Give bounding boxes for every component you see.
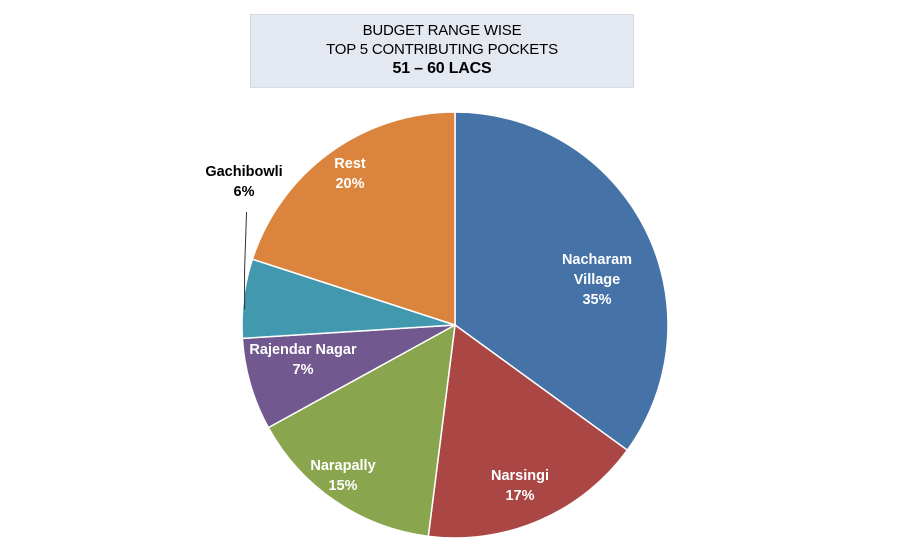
pie-slice-rest (251, 111, 456, 327)
leader-line-gachibowli (244, 211, 248, 310)
chart-title-line-1: BUDGET RANGE WISE (362, 22, 522, 39)
pie-slice-narapally (267, 323, 456, 538)
slice-label-narsingi: Narsingi 17% (491, 468, 549, 504)
chart-title-box: BUDGET RANGE WISE TOP 5 CONTRIBUTING POC… (250, 14, 634, 88)
slice-label-narapally: Narapally 15% (310, 458, 375, 494)
slice-label-rajendar-nagar: Rajendar Nagar 7% (249, 342, 357, 378)
slice-label-rest: Rest 20% (334, 156, 366, 192)
slice-label-nacharam-village: Nacharam Village 35% (562, 252, 632, 308)
slice-label-gachibowli: Gachibowli 6% (205, 164, 282, 200)
chart-title-line-2: TOP 5 CONTRIBUTING POCKETS (326, 41, 558, 58)
chart-title-line-3: 51 – 60 LACS (392, 60, 492, 77)
pie-labels: Nacharam Village 35% Narsingi 17% Narapally 15… (205, 156, 632, 504)
pie-slices (241, 111, 669, 539)
pie-slice-nacharam-village (454, 111, 669, 452)
pie-slice-narsingi (427, 323, 629, 539)
